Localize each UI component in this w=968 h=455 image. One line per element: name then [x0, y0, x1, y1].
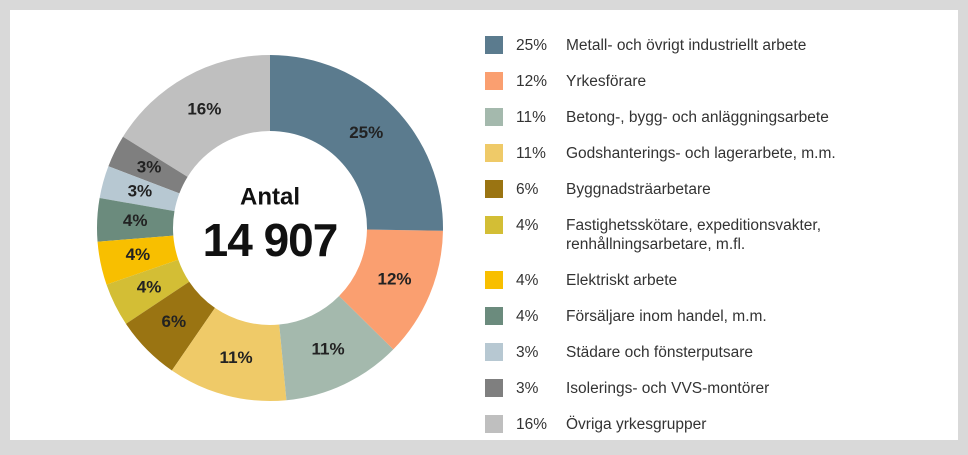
donut-segment — [122, 55, 270, 177]
donut-segment — [97, 235, 179, 285]
segment-label: 3% — [128, 182, 153, 201]
segment-label: 16% — [187, 100, 221, 119]
donut-segment — [270, 55, 443, 231]
legend-swatch — [485, 144, 503, 162]
legend-percent: 16% — [516, 416, 548, 433]
center-value: 14 907 — [203, 214, 338, 266]
legend-swatch — [485, 343, 503, 361]
legend-swatch — [485, 36, 503, 54]
legend-item: 6% Byggnadsträarbetare — [485, 180, 945, 199]
legend-label: Metall- och övrigt industriellt arbete — [566, 37, 807, 54]
donut-segment — [96, 197, 175, 242]
legend-item: 4% Försäljare inom handel, m.m. — [485, 307, 945, 326]
segment-label: 4% — [137, 277, 162, 296]
legend-label: Städare och fönsterputsare — [566, 344, 753, 361]
legend-swatch — [485, 216, 503, 234]
donut-segment — [108, 136, 188, 194]
legend-item: 16% Övriga yrkesgrupper — [485, 415, 945, 434]
legend-item: 11% Betong-, bygg- och anläggningsarbete — [485, 108, 945, 127]
legend-label: Godshanterings- och lagerarbete, m.m. — [566, 145, 836, 162]
segment-label: 6% — [161, 312, 186, 331]
segment-label: 4% — [123, 211, 148, 230]
legend-percent: 4% — [516, 272, 539, 289]
legend-label: Betong-, bygg- och anläggningsarbete — [566, 109, 829, 126]
legend-label: Byggnadsträarbetare — [566, 181, 711, 198]
legend-swatch — [485, 108, 503, 126]
donut-segment — [125, 281, 215, 371]
legend-percent: 25% — [516, 37, 548, 54]
legend-item: 25% Metall- och övrigt industriellt arbet… — [485, 36, 945, 55]
legend-swatch — [485, 271, 503, 289]
chart-card: Antal 14 907 25% 12% 11% 11% 6% 4% 4% 4% 3% 3% 16%… — [10, 10, 958, 440]
legend-item: 4% Fastighetsskötare, expeditionsvakter, … — [485, 216, 945, 254]
legend-swatch — [485, 307, 503, 325]
legend-percent: 12% — [516, 73, 548, 90]
legend-percent: 4% — [516, 217, 539, 234]
segment-label: 3% — [137, 158, 162, 177]
legend-item: 4% Elektriskt arbete — [485, 271, 945, 290]
legend-swatch — [485, 415, 503, 433]
legend-label: Fastighetsskötare, expeditionsvakter, re… — [566, 217, 822, 253]
legend-swatch — [485, 180, 503, 198]
legend-percent: 11% — [516, 109, 546, 126]
donut-segment — [99, 166, 180, 212]
segment-label: 12% — [378, 270, 412, 289]
legend-label: Övriga yrkesgrupper — [566, 416, 707, 433]
donut-chart: Antal 14 907 25% 12% 11% 11% 6% 4% 4% 4% 3% 3% 16% — [96, 55, 443, 401]
legend-percent: 11% — [516, 145, 546, 162]
legend-percent: 6% — [516, 181, 539, 198]
legend-swatch — [485, 379, 503, 397]
donut-segment — [106, 259, 190, 324]
legend-item: 3% Städare och fönsterputsare — [485, 343, 945, 362]
legend-label: Yrkesförare — [566, 73, 647, 90]
center-title: Antal — [240, 183, 300, 210]
legend-item: 12% Yrkesförare — [485, 72, 945, 91]
legend-item: 11% Godshanterings- och lagerarbete, m.m. — [485, 144, 945, 163]
legend-label: Isolerings- och VVS-montörer — [566, 380, 770, 397]
legend-label: Elektriskt arbete — [566, 272, 678, 289]
legend-item: 3% Isolerings- och VVS-montörer — [485, 379, 945, 398]
donut-segment — [339, 229, 443, 350]
legend-percent: 3% — [516, 380, 539, 397]
donut-segment — [279, 296, 394, 401]
segment-label: 11% — [311, 339, 344, 358]
legend-percent: 4% — [516, 308, 539, 325]
legend-percent: 3% — [516, 344, 539, 361]
legend-swatch — [485, 72, 503, 90]
legend: 25% Metall- och övrigt industriellt arbet… — [485, 36, 945, 451]
legend-label: Försäljare inom handel, m.m. — [566, 308, 767, 325]
segment-label: 4% — [126, 245, 151, 264]
segment-label: 11% — [220, 348, 253, 367]
donut-segment — [171, 307, 287, 401]
segment-label: 25% — [349, 123, 383, 142]
